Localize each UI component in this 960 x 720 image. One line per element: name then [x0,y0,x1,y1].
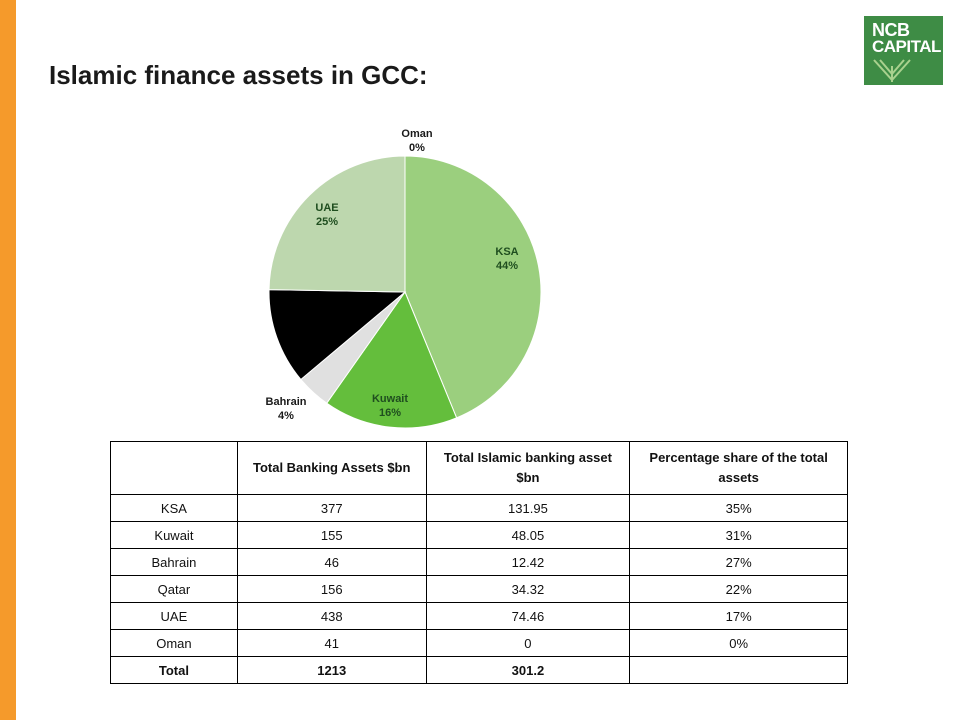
header-total-banking-assets: Total Banking Assets $bn [236,441,427,495]
pie-percent-bahrain: 4% [278,410,294,422]
pie-slice-ksa [404,155,542,419]
cell-islamic-banking: 74.46 [425,602,631,630]
cell-percentage: 0% [629,629,848,657]
pie-label-kuwait: Kuwait [372,393,408,405]
table-header-row: Total Banking Assets $bn Total Islamic b… [110,441,848,495]
ncb-capital-logo: NCB CAPITAL [864,16,943,85]
cell-country: KSA [110,494,238,522]
cell-percentage: 17% [629,602,848,630]
cell-islamic-banking: 12.42 [425,548,631,576]
pie-percent-kuwait: 16% [379,407,401,419]
cell-country: Oman [110,629,238,657]
cell-country: Bahrain [110,548,238,576]
header-percentage-share: Percentage share of the total assets [629,441,848,495]
cell-islamic-banking: 0 [425,629,631,657]
cell-total-banking: 46 [236,548,427,576]
pie-percent-oman: 0% [409,142,425,154]
pie-chart: KSA 44% Kuwait 16% Bahrain 4% UAE 25% Oman 0% [266,128,542,429]
cell-total-banking: 156 [236,575,427,603]
table-row: Qatar 156 34.32 22% [110,575,848,603]
table-total-row: Total 1213 301.2 [110,656,848,684]
logo-leaf-icon [873,59,911,82]
cell-total-banking: 155 [236,521,427,549]
pie-percent-uae: 25% [316,216,338,228]
cell-country: Kuwait [110,521,238,549]
pie-label-bahrain: Bahrain [266,396,307,408]
pie-percent-ksa: 44% [496,260,518,272]
cell-percentage: 27% [629,548,848,576]
table-row: UAE 438 74.46 17% [110,602,848,630]
table-row: KSA 377 131.95 35% [110,494,848,522]
left-accent-bar [0,0,16,720]
header-country [110,441,238,495]
cell-total-banking: 438 [236,602,427,630]
cell-islamic-banking: 34.32 [425,575,631,603]
cell-total-label: Total [110,656,238,684]
table-row: Bahrain 46 12.42 27% [110,548,848,576]
cell-total-banking: 1213 [236,656,427,684]
pie-label-uae: UAE [315,202,338,214]
pie-label-ksa: KSA [495,246,518,258]
assets-table: Total Banking Assets $bn Total Islamic b… [110,441,848,684]
cell-total-banking: 41 [236,629,427,657]
cell-percentage: 35% [629,494,848,522]
cell-islamic-banking: 131.95 [425,494,631,522]
logo-line-1: NCB [872,20,910,40]
cell-percentage: 31% [629,521,848,549]
cell-total-percentage [629,656,848,684]
pie-slice-kuwait [326,290,458,429]
cell-country: UAE [110,602,238,630]
table-row: Oman 41 0 0% [110,629,848,657]
table-row: Kuwait 155 48.05 31% [110,521,848,549]
logo-line-2: CAPITAL [872,37,941,56]
cell-percentage: 22% [629,575,848,603]
cell-islamic-banking: 48.05 [425,521,631,549]
cell-country: Qatar [110,575,238,603]
header-total-islamic-banking: Total Islamic banking asset $bn [425,441,631,495]
pie-slice-unlabeled-3 [268,289,407,381]
cell-total-islamic: 301.2 [425,656,631,684]
pie-slice-uae [268,155,406,293]
page-title: Islamic finance assets in GCC: [49,60,428,90]
pie-label-oman: Oman [401,128,432,140]
cell-total-banking: 377 [236,494,427,522]
